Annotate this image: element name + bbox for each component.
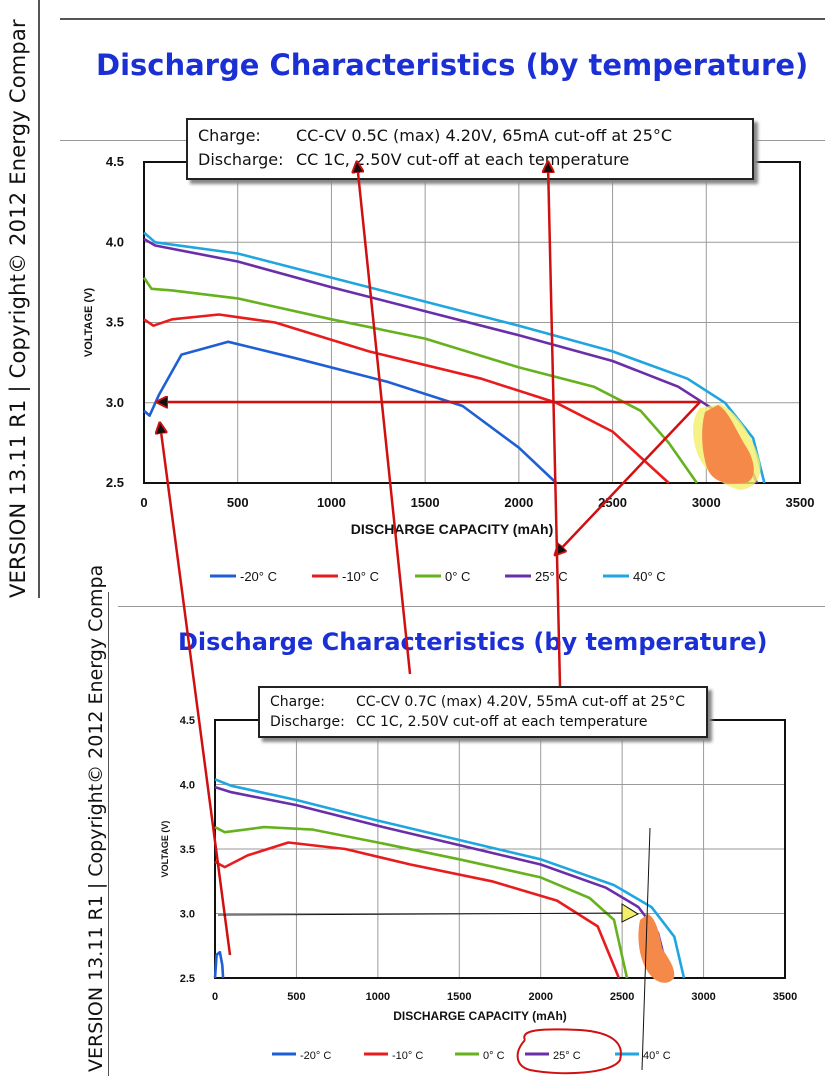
y-tick-label: 3.5: [106, 315, 124, 330]
charge-text: CC-CV 0.5C (max) 4.20V, 65mA cut-off at …: [296, 126, 673, 145]
legend-label: -10° C: [342, 569, 379, 584]
charge-label: Charge:: [270, 694, 325, 710]
circle-mark: [516, 1028, 622, 1075]
x-tick-label: 2000: [504, 495, 533, 510]
series-line-1: [213, 950, 225, 979]
y-tick-label: 3.0: [106, 395, 124, 410]
x-tick-label: 1000: [366, 991, 390, 1003]
discharge-label: Discharge:: [270, 714, 345, 730]
highlight-blob-orange: [702, 405, 754, 484]
legend-label: -10° C: [392, 1050, 423, 1062]
legend-label: 0° C: [445, 569, 470, 584]
side-rule-lower: [108, 592, 109, 1076]
x-tick-label: 500: [227, 495, 249, 510]
x-tick-label: 3000: [692, 495, 721, 510]
x-tick-label: 2500: [610, 991, 634, 1003]
x-tick-label: 2500: [598, 495, 627, 510]
legend-label: -20° C: [240, 569, 277, 584]
y-tick-label: 2.5: [180, 973, 195, 985]
x-tick-label: 3500: [773, 991, 797, 1003]
subheader-rule-lower: [118, 606, 825, 607]
discharge-label: Discharge:: [198, 150, 284, 169]
series-line-3: [214, 825, 629, 979]
y-tick-label: 2.5: [106, 475, 124, 490]
charge-label: Charge:: [198, 126, 261, 145]
legend-label: -20° C: [300, 1050, 331, 1062]
x-axis-label: DISCHARGE CAPACITY (mAh): [393, 1009, 567, 1023]
y-axis-label: VOLTAGE (V): [83, 288, 95, 358]
series-line-5: [214, 778, 686, 979]
series-line-1: [143, 340, 558, 484]
guide-line: [641, 827, 651, 1071]
charge-text: CC-CV 0.7C (max) 4.20V, 55mA cut-off at …: [356, 694, 686, 710]
y-tick-label: 4.0: [106, 234, 124, 249]
legend-label: 0° C: [483, 1050, 505, 1062]
y-tick-label: 4.0: [180, 780, 195, 792]
series-line-3: [142, 276, 698, 484]
x-tick-label: 1000: [317, 495, 346, 510]
legend-label: 25° C: [553, 1050, 581, 1062]
annotation-arrow: [160, 424, 232, 956]
legend-label: 25° C: [535, 569, 568, 584]
y-axis-label: VOLTAGE (V): [160, 821, 170, 878]
header-rule: [60, 18, 825, 20]
chart-title: Discharge Characteristics (by temperatur…: [96, 48, 809, 82]
discharge-text: CC 1C, 2.50V cut-off at each temperature: [356, 714, 648, 730]
chart-title-lower: Discharge Characteristics (by temperatur…: [178, 628, 768, 656]
legend-label: 40° C: [633, 569, 666, 584]
x-tick-label: 1500: [411, 495, 440, 510]
y-tick-label: 4.5: [180, 715, 195, 727]
annotation-arrow: [548, 163, 562, 687]
guide-line: [217, 912, 626, 916]
y-tick-label: 4.5: [106, 154, 124, 169]
annotation-arrow: [357, 163, 412, 675]
y-tick-label: 3.5: [180, 844, 195, 856]
x-tick-label: 2000: [528, 991, 552, 1003]
test-conditions-box-lower: Charge: CC-CV 0.7C (max) 4.20V, 55mA cut-…: [258, 686, 708, 738]
x-tick-label: 3000: [691, 991, 715, 1003]
x-axis-label: DISCHARGE CAPACITY (mAh): [351, 521, 554, 537]
annotation-arrow: [556, 401, 701, 554]
series-line-2: [143, 313, 670, 484]
guide-arrowhead: [621, 903, 640, 923]
highlight-blob-orange-lower: [638, 914, 675, 983]
x-tick-label: 3500: [786, 495, 815, 510]
legend-label: 40° C: [643, 1050, 671, 1062]
x-tick-label: 500: [287, 991, 305, 1003]
x-tick-label: 0: [140, 495, 147, 510]
test-conditions-box: Charge: CC-CV 0.5C (max) 4.20V, 65mA cut-…: [186, 118, 754, 180]
y-tick-label: 3.0: [180, 909, 195, 921]
x-tick-label: 0: [212, 991, 218, 1003]
x-tick-label: 1500: [447, 991, 471, 1003]
side-rule: [38, 0, 40, 598]
